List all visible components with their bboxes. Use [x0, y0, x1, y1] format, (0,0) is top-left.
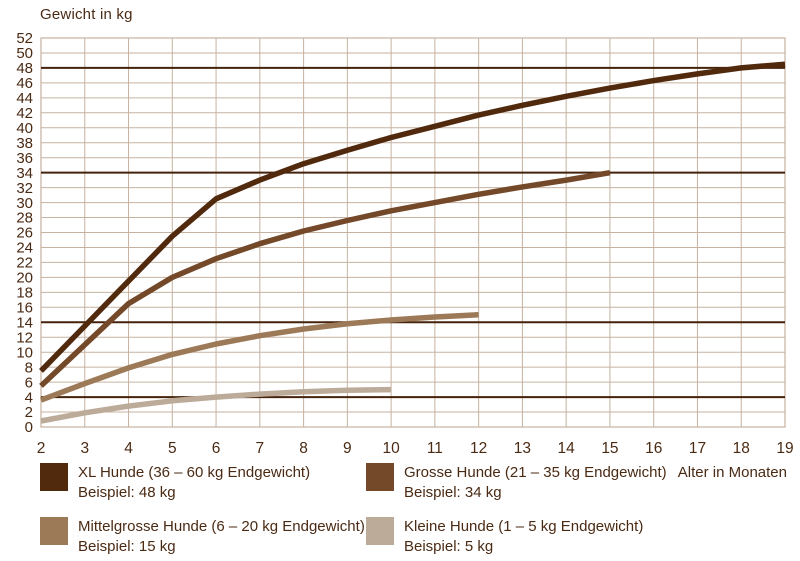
x-tick-label: 16: [645, 440, 662, 457]
y-tick-label: 14: [16, 314, 33, 331]
y-tick-label: 24: [16, 240, 33, 257]
legend-item-kleine-hunde: Kleine Hunde (1 – 5 kg Endgewicht) Beisp…: [366, 517, 643, 556]
x-tick-label: 10: [382, 440, 400, 457]
x-axis-title: Alter in Monaten: [677, 464, 787, 481]
x-tick-label: 4: [124, 440, 133, 457]
x-tick-label: 3: [80, 440, 89, 457]
legend-example-kleine-hunde: Beispiel: 5 kg: [404, 537, 494, 555]
y-tick-label: 20: [16, 270, 33, 287]
y-tick-label: 6: [25, 374, 33, 391]
reference-lines: [41, 66, 785, 399]
x-tick-label: 14: [558, 440, 576, 457]
x-tick-label: 9: [343, 440, 352, 457]
growth-curve-0: [39, 61, 786, 373]
y-tick-label: 34: [16, 165, 33, 182]
y-tick-label: 30: [16, 195, 33, 212]
y-tick-label: 22: [16, 255, 33, 272]
y-tick-label: 8: [25, 359, 33, 376]
x-tick-label: 2: [37, 440, 46, 457]
y-tick-label: 44: [16, 90, 33, 107]
growth-curve-2: [40, 312, 479, 403]
y-tick-label: 0: [25, 419, 33, 436]
y-tick-label: 42: [16, 105, 33, 122]
y-tick-label: 2: [25, 404, 33, 421]
y-tick-label: 52: [16, 30, 33, 47]
y-tick-label: 46: [16, 75, 33, 92]
growth-curve-3: [40, 386, 392, 424]
y-tick-label: 18: [16, 285, 33, 302]
x-tick-label: 15: [601, 440, 618, 457]
x-tick-label: 8: [299, 440, 308, 457]
x-tick-label: 5: [168, 440, 177, 457]
y-tick-label: 26: [16, 225, 33, 242]
grid-lines: [40, 37, 786, 428]
legend-swatch-mittelgrosse-hunde: [40, 517, 68, 545]
y-tick-label: 40: [16, 120, 33, 137]
legend-example-mittelgrosse-hunde: Beispiel: 15 kg: [78, 537, 176, 555]
y-tick-label: 38: [16, 135, 33, 152]
legend-example-xl-hunde: Beispiel: 48 kg: [78, 483, 176, 501]
y-axis-title: Gewicht in kg: [40, 6, 133, 23]
legend-example-grosse-hunde: Beispiel: 34 kg: [404, 483, 502, 501]
x-axis-tick-labels: 2 3 4 5 6 7 8 9 10 11 12 13 14 15 16 17 18 19: [37, 440, 794, 457]
legend-swatch-xl-hunde: [40, 463, 68, 491]
y-tick-label: 50: [16, 45, 33, 62]
y-tick-label: 4: [25, 389, 33, 406]
y-tick-label: 48: [16, 60, 33, 77]
legend-swatch-kleine-hunde: [366, 517, 394, 545]
legend-label-mittelgrosse-hunde: Mittelgrosse Hunde (6 – 20 kg Endgewicht…: [78, 518, 365, 535]
legend-label-grosse-hunde: Grosse Hunde (21 – 35 kg Endgewicht): [404, 464, 667, 481]
y-tick-label: 12: [16, 329, 33, 346]
growth-curve-1: [39, 169, 611, 388]
x-tick-label: 17: [689, 440, 706, 457]
chart-plot: 0246810121416182022242628303234363840424…: [16, 30, 794, 457]
y-tick-label: 16: [16, 300, 33, 317]
y-tick-label: 10: [16, 344, 33, 361]
legend-swatch-grosse-hunde: [366, 463, 394, 491]
x-tick-label: 7: [256, 440, 265, 457]
y-axis-tick-labels: 0246810121416182022242628303234363840424…: [16, 30, 33, 436]
x-tick-label: 6: [212, 440, 221, 457]
x-tick-label: 19: [776, 440, 793, 457]
y-tick-label: 32: [16, 180, 33, 197]
legend-item-xl-hunde: XL Hunde (36 – 60 kg Endgewicht) Beispie…: [40, 463, 310, 502]
legend-label-kleine-hunde: Kleine Hunde (1 – 5 kg Endgewicht): [404, 518, 644, 535]
x-tick-label: 12: [470, 440, 487, 457]
x-tick-label: 13: [514, 440, 531, 457]
legend-item-mittelgrosse-hunde: Mittelgrosse Hunde (6 – 20 kg Endgewicht…: [40, 517, 365, 556]
legend-label-xl-hunde: XL Hunde (36 – 60 kg Endgewicht): [78, 464, 311, 481]
legend-item-grosse-hunde: Grosse Hunde (21 – 35 kg Endgewicht) Bei…: [366, 463, 667, 502]
plot-border: [40, 37, 786, 428]
y-tick-label: 36: [16, 150, 33, 167]
x-tick-label: 11: [427, 440, 443, 457]
x-tick-label: 18: [733, 440, 750, 457]
y-tick-label: 28: [16, 210, 33, 227]
